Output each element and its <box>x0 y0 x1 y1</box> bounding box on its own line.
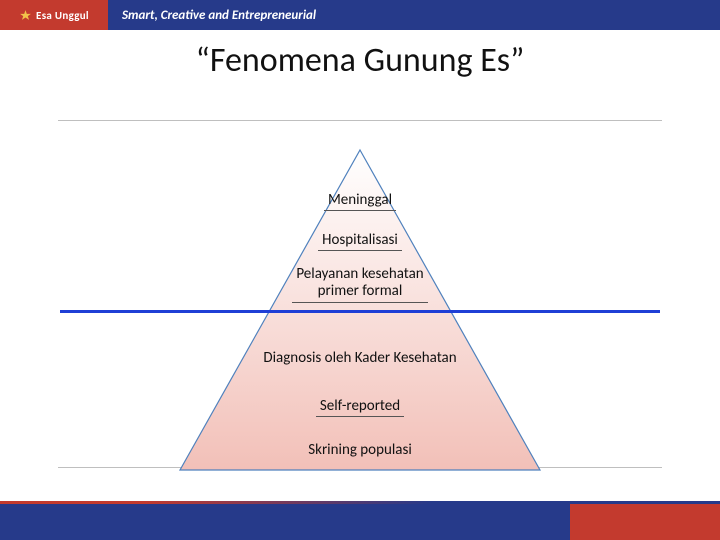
footer-right <box>570 504 720 540</box>
pyramid-level-2: Pelayanan kesehatanprimer formal <box>0 266 720 303</box>
waterline <box>60 310 660 313</box>
pyramid-level-1: Hospitalisasi <box>0 232 720 251</box>
slide-root: Esa Unggul Smart, Creative and Entrepren… <box>0 0 720 540</box>
footer-left <box>0 504 570 540</box>
pyramid-level-4: Self-reported <box>0 398 720 417</box>
pyramid-level-3: Diagnosis oleh Kader Kesehatan <box>0 350 720 367</box>
pyramid-level-5: Skrining populasi <box>0 442 720 459</box>
footer-bar <box>0 504 720 540</box>
pyramid-level-0: Meninggal <box>0 192 720 211</box>
